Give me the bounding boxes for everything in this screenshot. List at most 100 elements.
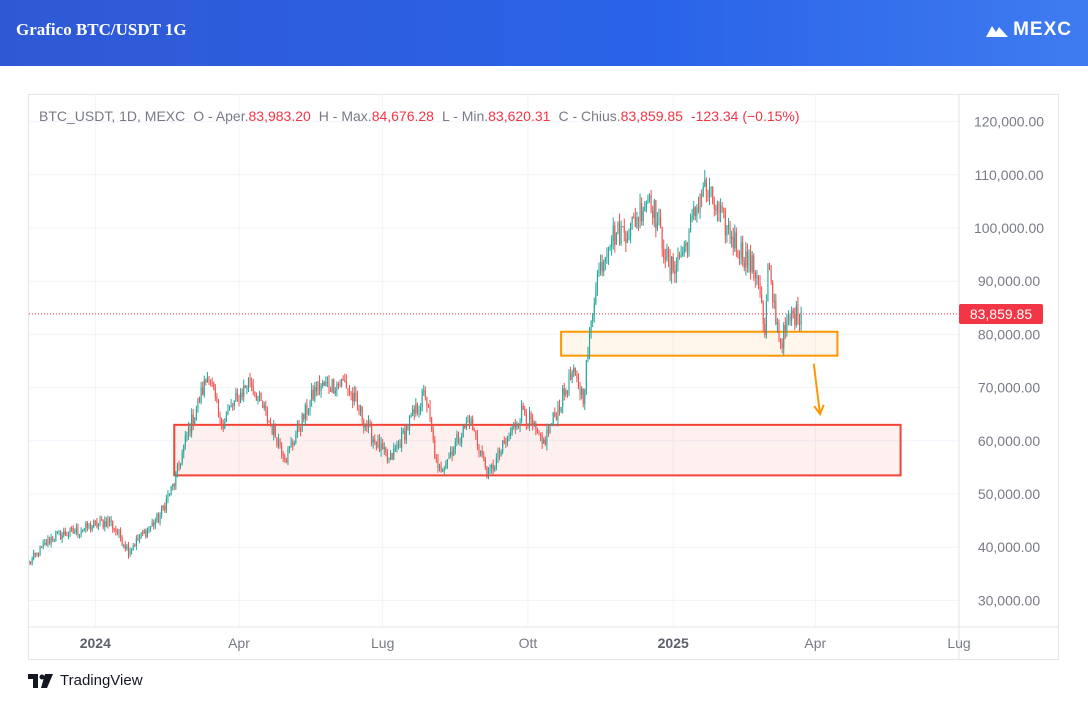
candle-body [633, 216, 635, 219]
mexc-logo: MEXC [986, 19, 1072, 41]
candle-body [159, 514, 161, 522]
y-tick-label: 90,000.00 [978, 273, 1040, 289]
candle-body [293, 443, 295, 445]
candle-body [288, 446, 291, 449]
candle-body [361, 406, 363, 421]
candle-body [726, 225, 728, 236]
candle-body [402, 431, 404, 433]
candle-body [532, 419, 534, 427]
candle-body [203, 379, 205, 395]
candle-body [742, 242, 744, 262]
candle-body [524, 408, 526, 416]
candle-body [55, 532, 57, 540]
candle-body [175, 473, 177, 487]
candle-body [473, 429, 475, 432]
candle-body [552, 412, 554, 424]
candle-body [142, 532, 144, 534]
time-axis[interactable]: 2024 Apr Lug Ott 2025 Apr Lug [80, 635, 971, 651]
candle-body [216, 396, 218, 401]
legend-open-value: 83,983.20 [249, 108, 311, 124]
candle-body [768, 265, 771, 270]
candle-body [298, 424, 300, 431]
candle-body [516, 425, 518, 428]
candle-body [50, 537, 52, 544]
candle-body [587, 354, 589, 361]
candle-body [249, 378, 251, 383]
candle-body [492, 464, 494, 471]
tradingview-logo[interactable]: TradingView [28, 672, 143, 689]
candle-body [558, 405, 561, 412]
candle-body [566, 390, 568, 394]
candle-body [77, 527, 79, 535]
candle-body [615, 233, 617, 245]
y-tick-label: 120,000.00 [974, 114, 1044, 130]
candle-body [708, 188, 711, 197]
candle-body [601, 262, 603, 272]
candle-body [770, 269, 772, 283]
candle-body [800, 313, 802, 325]
candle-body [82, 530, 84, 532]
candle-body [764, 324, 766, 335]
candle-body [751, 255, 753, 272]
candle-body [519, 420, 521, 426]
candle-body [393, 448, 395, 459]
candle-body [443, 468, 445, 470]
candle-body [78, 534, 81, 536]
candle-body [607, 249, 610, 257]
candle-body [66, 535, 68, 537]
candle-body [71, 527, 73, 529]
candle-body [636, 216, 638, 228]
candle-body [647, 198, 649, 203]
x-tick-label: Ott [519, 635, 538, 651]
candle-body [421, 391, 423, 407]
candle-body [596, 273, 598, 292]
candle-body [279, 439, 281, 446]
candle-body [138, 537, 141, 541]
candle-body [701, 194, 703, 196]
candle-body [505, 442, 507, 444]
candle-body [442, 469, 444, 472]
x-tick-label: 2025 [658, 635, 689, 651]
candle-body [396, 445, 398, 449]
candle-body [522, 405, 524, 409]
candle-body [228, 407, 231, 411]
candle-body [740, 242, 742, 258]
candle-body [625, 232, 627, 243]
price-chart[interactable]: 30,000.00 40,000.00 50,000.00 60,000.00 70,0… [29, 95, 1058, 659]
price-axis[interactable]: 30,000.00 40,000.00 50,000.00 60,000.00 70,0… [974, 114, 1044, 609]
candle-body [464, 425, 466, 428]
x-tick-label: Lug [947, 635, 970, 651]
candle-body [745, 251, 747, 268]
candle-body [495, 457, 497, 468]
candle-body [491, 464, 493, 469]
candle-body [696, 207, 698, 216]
candle-body [37, 552, 40, 556]
candle-body [34, 552, 36, 555]
candle-body [41, 546, 43, 548]
candle-body [385, 447, 387, 453]
candle-body [557, 405, 559, 421]
chart-frame[interactable]: 30,000.00 40,000.00 50,000.00 60,000.00 70,0… [28, 94, 1059, 660]
candle-body [675, 264, 677, 274]
candle-body [378, 439, 381, 451]
candle-body [671, 256, 673, 275]
candle-body [186, 434, 188, 436]
candle-body [52, 537, 54, 540]
candle-body [568, 373, 570, 394]
candle-body [276, 437, 278, 446]
candle-body [33, 552, 35, 559]
candle-body [129, 550, 131, 556]
candle-body [232, 405, 234, 407]
candle-body [64, 531, 66, 536]
candle-body [437, 457, 439, 469]
candle-body [565, 390, 567, 395]
candle-body [198, 398, 201, 403]
candle-body [145, 530, 147, 537]
candle-body [631, 216, 633, 223]
candle-body [511, 426, 513, 434]
y-tick-label: 40,000.00 [978, 539, 1040, 555]
candle-body [577, 378, 580, 389]
candle-body [658, 217, 660, 223]
candle-body [713, 203, 715, 209]
candle-body [720, 206, 722, 213]
